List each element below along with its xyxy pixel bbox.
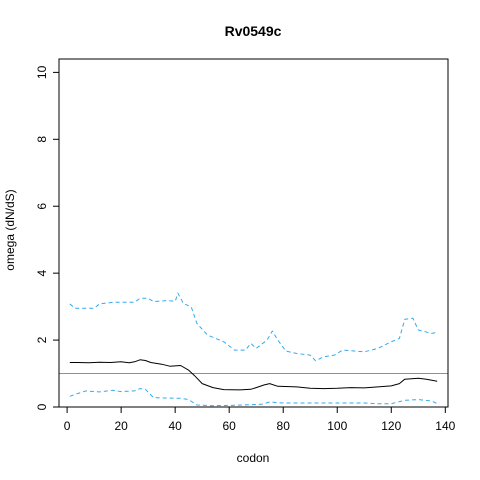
y-tick-label: 2 [35,336,49,343]
x-tick-label: 20 [114,419,128,433]
y-axis: 0 2 4 6 8 10 [35,65,60,410]
x-tick-label: 60 [223,419,237,433]
y-tick-label: 0 [35,403,49,410]
y-tick-label: 8 [35,136,49,143]
series-layer [59,292,448,407]
y-tick-label: 6 [35,203,49,210]
chart-title: Rv0549c [225,23,282,39]
x-tick-label: 0 [64,419,71,433]
plot-frame [58,58,449,408]
x-axis: 0 20 40 60 80 100 120 140 [64,406,456,433]
x-tick-label: 140 [435,419,455,433]
x-tick-label: 100 [327,419,347,433]
series-line-upper-bound [69,292,438,362]
x-tick-label: 80 [277,419,291,433]
y-tick-label: 4 [35,269,49,276]
y-tick-label: 10 [35,65,49,79]
series-line-estimate [69,359,438,391]
series-line-lower-bound [69,388,438,407]
x-axis-label: codon [237,451,270,465]
x-tick-label: 40 [168,419,182,433]
x-tick-label: 120 [381,419,401,433]
y-axis-label: omega (dN/dS) [3,189,17,270]
